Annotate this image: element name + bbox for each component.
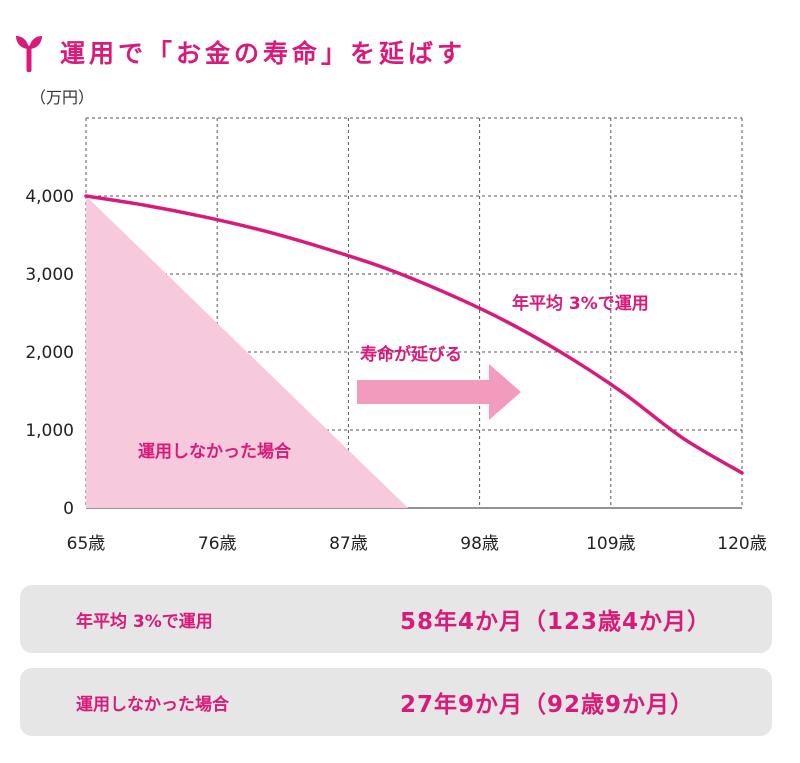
title-row: 運用で「お金の寿命」を延ばす bbox=[14, 30, 466, 74]
line-layer bbox=[84, 194, 744, 475]
series-label-invested: 年平均 3%で運用 bbox=[512, 293, 649, 314]
summary-row-not-invested: 運用しなかった場合 27年9か月（92歳9か月） bbox=[20, 668, 772, 736]
x-tick-label: 65歳 bbox=[67, 534, 106, 554]
x-tick-label: 109歳 bbox=[586, 534, 635, 554]
y-tick-label: 3,000 bbox=[25, 265, 74, 285]
x-tick-label: 120歳 bbox=[717, 534, 766, 554]
summary-value: 27年9か月（92歳9か月） bbox=[400, 692, 695, 718]
summary-row-invested: 年平均 3%で運用 58年4か月（123歳4か月） bbox=[20, 585, 772, 653]
area-layer bbox=[86, 196, 409, 508]
summary-value: 58年4か月（123歳4か月） bbox=[400, 609, 712, 635]
x-tick-label: 87歳 bbox=[329, 534, 368, 554]
y-tick-label: 4,000 bbox=[25, 187, 74, 207]
sprout-icon bbox=[16, 36, 42, 72]
y-axis-unit: （万円） bbox=[30, 88, 95, 107]
x-tick-label: 98歳 bbox=[460, 534, 499, 554]
arrow-label: 寿命が延びる bbox=[360, 344, 462, 365]
summary-label: 年平均 3%で運用 bbox=[76, 611, 213, 632]
summary-label: 運用しなかった場合 bbox=[76, 694, 229, 715]
extension-arrow-icon bbox=[357, 364, 521, 420]
invested-series-line bbox=[84, 194, 744, 475]
page-title: 運用で「お金の寿命」を延ばす bbox=[60, 39, 467, 68]
y-tick-label: 1,000 bbox=[25, 421, 74, 441]
x-tick-label: 76歳 bbox=[198, 534, 237, 554]
y-tick-label: 2,000 bbox=[25, 343, 74, 363]
x-axis-ticks: 65歳 76歳 87歳 98歳 109歳 120歳 bbox=[67, 534, 767, 554]
y-axis-ticks: 0 1,000 2,000 3,000 4,000 bbox=[25, 187, 74, 519]
no-investment-area bbox=[86, 196, 409, 508]
y-tick-label: 0 bbox=[63, 499, 74, 519]
series-label-no-investment: 運用しなかった場合 bbox=[138, 441, 292, 462]
arrow-layer: 寿命が延びる bbox=[357, 344, 521, 420]
